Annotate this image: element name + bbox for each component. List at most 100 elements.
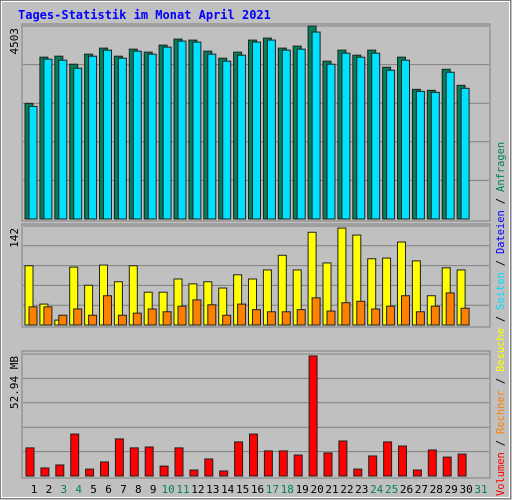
bar (207, 53, 217, 220)
bar (386, 305, 396, 326)
bar (204, 458, 214, 477)
bar (207, 304, 217, 326)
legend: Volumen / Rechner / Besuche / Seiten / Dateien / A… (495, 142, 507, 496)
bar (222, 314, 232, 326)
bar (132, 312, 142, 326)
bar (415, 311, 425, 326)
bar (58, 59, 68, 220)
x-tick-label: 16 (251, 483, 264, 496)
bar (296, 48, 306, 220)
bar (88, 55, 98, 220)
legend-separator: / (495, 260, 507, 266)
bar (70, 433, 80, 477)
x-tick-label: 19 (296, 483, 309, 496)
bar (73, 67, 83, 220)
bar (55, 464, 65, 477)
x-tick-label: 11 (176, 483, 189, 496)
x-tick-label: 29 (445, 483, 458, 496)
legend-item: Rechner (495, 390, 507, 434)
bar (457, 453, 467, 477)
bar (189, 469, 199, 477)
x-tick-label: 31 (474, 483, 487, 496)
bar (368, 455, 378, 477)
x-tick-label: 20 (310, 483, 323, 496)
bar (40, 467, 50, 477)
bar (192, 299, 202, 326)
bar (386, 69, 396, 220)
bar (427, 449, 437, 477)
bar (371, 52, 381, 220)
x-tick-label: 14 (221, 483, 235, 496)
x-tick-label: 27 (415, 483, 428, 496)
bar (353, 468, 363, 477)
bar (252, 309, 261, 326)
x-tick-label: 22 (340, 483, 353, 496)
bar (88, 314, 98, 326)
bar (371, 308, 381, 326)
bar (237, 303, 247, 326)
bar (129, 447, 139, 477)
legend-separator: / (495, 198, 507, 204)
bar (219, 470, 229, 477)
legend-item: Besuche (495, 328, 507, 372)
x-tick-label: 5 (90, 483, 97, 496)
x-tick-label: 9 (150, 483, 157, 496)
bar (415, 90, 425, 220)
bar (326, 310, 336, 326)
x-tick-label: 13 (206, 483, 219, 496)
bar (398, 445, 407, 477)
bar (430, 91, 440, 220)
bar (326, 63, 336, 220)
x-tick-label: 21 (325, 483, 338, 496)
bar (308, 355, 318, 477)
bar (383, 441, 393, 477)
bar (401, 295, 410, 326)
bar (117, 57, 127, 220)
legend-separator: / (495, 378, 507, 384)
bar (28, 105, 38, 220)
bar (192, 41, 202, 220)
x-tick-label: 25 (385, 483, 398, 496)
bar (132, 50, 142, 220)
x-tick-label: 8 (135, 483, 142, 496)
bar (278, 450, 288, 477)
x-tick-label: 10 (161, 483, 174, 496)
bar (144, 446, 154, 477)
bar (58, 314, 68, 326)
x-tick-label: 1 (31, 483, 38, 496)
bar (252, 41, 261, 220)
legend-separator: / (495, 440, 507, 446)
bar (159, 465, 169, 477)
x-tick-label: 24 (370, 483, 384, 496)
bar (263, 450, 273, 477)
y-tick-label: 142 (8, 228, 21, 248)
legend-item: Volumen (495, 452, 507, 496)
bar (222, 60, 232, 220)
bar (296, 309, 306, 326)
bar (460, 307, 470, 326)
bar (356, 56, 366, 220)
x-tick-label: 26 (400, 483, 413, 496)
bar (249, 433, 258, 477)
bar (412, 469, 422, 477)
x-tick-label: 2 (46, 483, 53, 496)
bar (174, 447, 184, 477)
bar (445, 71, 455, 220)
bar (430, 305, 440, 326)
x-tick-label: 15 (236, 483, 249, 496)
bar (341, 52, 351, 220)
x-tick-label: 18 (281, 483, 294, 496)
y-tick-label: 52.94 MB (8, 356, 21, 409)
bar (103, 295, 112, 326)
bar (147, 53, 157, 220)
bar (147, 308, 157, 326)
bar (177, 40, 187, 220)
bar (43, 306, 53, 326)
legend-item: Anfragen (495, 142, 507, 192)
legend-item: Seiten (495, 272, 507, 310)
bar (281, 311, 291, 326)
bar (356, 300, 366, 326)
x-tick-label: 7 (120, 483, 127, 496)
